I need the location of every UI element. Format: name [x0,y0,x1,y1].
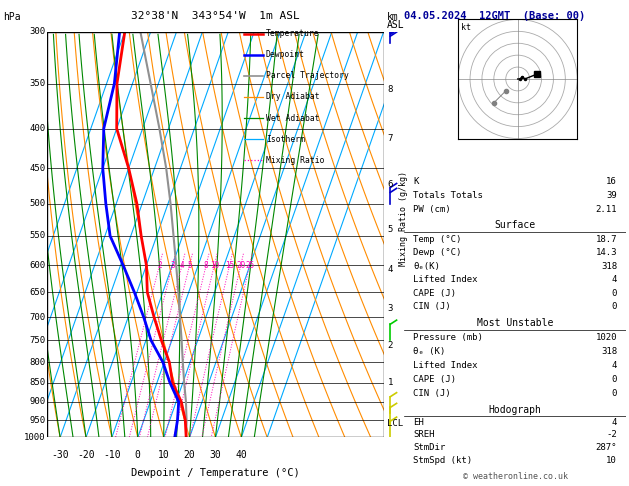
Text: CIN (J): CIN (J) [413,302,451,311]
Text: 25: 25 [245,260,254,270]
Text: © weatheronline.co.uk: © weatheronline.co.uk [463,472,567,481]
Text: Lifted Index: Lifted Index [413,361,478,370]
Text: 400: 400 [30,124,45,133]
Text: -2: -2 [606,431,617,439]
Text: K: K [413,177,419,186]
Text: km: km [387,13,399,22]
Text: 350: 350 [30,79,45,88]
Text: 650: 650 [30,288,45,296]
Text: 10: 10 [158,451,170,460]
Text: 30: 30 [209,451,221,460]
Text: LCL: LCL [387,419,404,428]
Text: 16: 16 [606,177,617,186]
Text: 4: 4 [611,275,617,284]
Text: CAPE (J): CAPE (J) [413,375,456,384]
Text: Temperature: Temperature [266,29,320,38]
Text: 5: 5 [187,260,192,270]
Text: 300: 300 [30,27,45,36]
Text: Isotherm: Isotherm [266,135,305,144]
Text: 20: 20 [184,451,196,460]
Text: 4: 4 [387,265,393,274]
Text: Temp (°C): Temp (°C) [413,235,462,243]
Text: 8: 8 [204,260,208,270]
Text: 3: 3 [387,304,393,313]
Text: Dry Adiabat: Dry Adiabat [266,92,320,102]
Text: 850: 850 [30,378,45,387]
Text: 900: 900 [30,398,45,406]
Text: 1020: 1020 [596,332,617,342]
Text: Dewpoint: Dewpoint [266,50,305,59]
Text: 10: 10 [606,456,617,465]
Text: Mixing Ratio (g/kg): Mixing Ratio (g/kg) [399,171,408,266]
Text: 2: 2 [157,260,162,270]
Text: 3: 3 [170,260,175,270]
Text: Dewpoint / Temperature (°C): Dewpoint / Temperature (°C) [131,468,300,478]
Text: 6: 6 [387,180,393,189]
Text: 14.3: 14.3 [596,248,617,257]
Text: 750: 750 [30,336,45,345]
Text: 2: 2 [387,341,393,350]
Text: 32°38'N  343°54'W  1m ASL: 32°38'N 343°54'W 1m ASL [131,12,300,21]
Text: 04.05.2024  12GMT  (Base: 00): 04.05.2024 12GMT (Base: 00) [404,11,586,21]
Text: 0: 0 [611,302,617,311]
Text: 287°: 287° [596,443,617,452]
Text: Lifted Index: Lifted Index [413,275,478,284]
Text: Totals Totals: Totals Totals [413,191,483,200]
Text: 318: 318 [601,261,617,271]
Text: 2.11: 2.11 [596,205,617,214]
Text: 318: 318 [601,347,617,356]
Text: 4: 4 [180,260,184,270]
Text: 600: 600 [30,260,45,270]
Text: 10: 10 [209,260,219,270]
Text: 950: 950 [30,416,45,425]
Text: 700: 700 [30,312,45,322]
Text: Surface: Surface [494,221,536,230]
Text: 800: 800 [30,358,45,367]
Text: 450: 450 [30,164,45,173]
Text: θₑ (K): θₑ (K) [413,347,445,356]
Text: 0: 0 [611,289,617,297]
Text: EH: EH [413,418,424,427]
Text: 7: 7 [387,134,393,143]
Polygon shape [390,26,397,35]
Text: 20: 20 [236,260,245,270]
Text: 0: 0 [611,375,617,384]
Text: 1: 1 [387,378,393,387]
Text: 0: 0 [611,389,617,399]
Text: Hodograph: Hodograph [489,405,542,415]
Text: SREH: SREH [413,431,435,439]
Text: 39: 39 [606,191,617,200]
Text: 8: 8 [387,85,393,94]
Text: Pressure (mb): Pressure (mb) [413,332,483,342]
Text: Parcel Trajectory: Parcel Trajectory [266,71,349,80]
Text: 18.7: 18.7 [596,235,617,243]
Text: kt: kt [460,23,470,32]
Text: -20: -20 [77,451,95,460]
Text: 4: 4 [611,361,617,370]
Text: CAPE (J): CAPE (J) [413,289,456,297]
Text: ASL: ASL [387,20,404,30]
Text: Wet Adiabat: Wet Adiabat [266,114,320,122]
Text: CIN (J): CIN (J) [413,389,451,399]
Text: Most Unstable: Most Unstable [477,318,554,328]
Text: 4: 4 [611,418,617,427]
Text: -30: -30 [52,451,69,460]
Text: 1000: 1000 [24,433,45,442]
Text: StmDir: StmDir [413,443,445,452]
Text: Mixing Ratio: Mixing Ratio [266,156,325,165]
Text: 500: 500 [30,199,45,208]
Text: 5: 5 [387,225,393,234]
Text: StmSpd (kt): StmSpd (kt) [413,456,472,465]
Text: 0: 0 [135,451,141,460]
Text: Dewp (°C): Dewp (°C) [413,248,462,257]
Text: θₑ(K): θₑ(K) [413,261,440,271]
Text: PW (cm): PW (cm) [413,205,451,214]
Text: 15: 15 [225,260,234,270]
Text: 40: 40 [235,451,247,460]
Text: 550: 550 [30,231,45,241]
Text: -10: -10 [103,451,121,460]
Text: hPa: hPa [3,13,21,22]
